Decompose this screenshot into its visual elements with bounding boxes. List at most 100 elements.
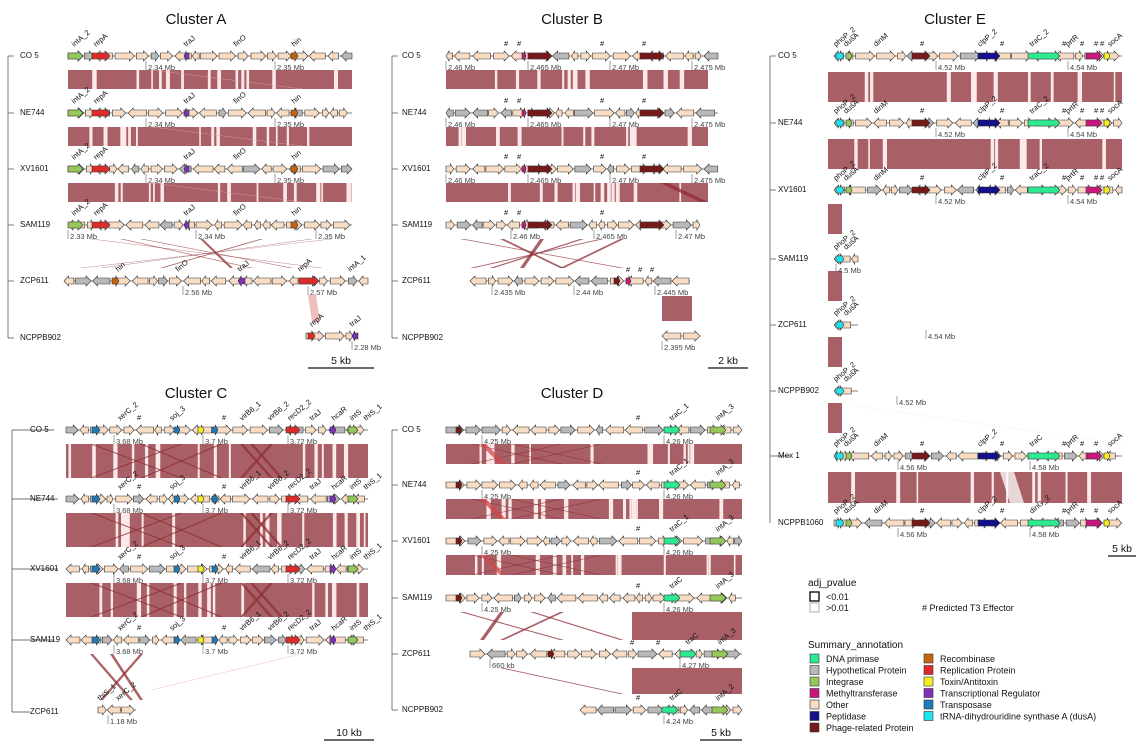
band-gap (302, 513, 305, 547)
gene-label: traJ (308, 476, 324, 491)
t3e-marker: # (1000, 506, 1005, 515)
band-gap (508, 499, 512, 519)
gene-label: thiS_1 (96, 682, 118, 703)
band-gap (173, 583, 177, 617)
band-gap (562, 555, 567, 575)
gene-arrow (1103, 517, 1111, 529)
position-label: 2.46 Mb (448, 63, 475, 72)
gene-arrow (261, 163, 272, 175)
band-gap (172, 513, 176, 547)
position-label: 2.47 Mb (612, 176, 639, 185)
strain-label: ZCP611 (402, 649, 431, 658)
gene-arrow (527, 50, 553, 62)
gene-arrow (526, 535, 543, 547)
gene-arrow (276, 107, 290, 119)
gene-arrow (1085, 117, 1103, 129)
band-gap (515, 70, 520, 89)
gene-arrow (1027, 517, 1061, 529)
gene-arrow (711, 704, 729, 716)
gene-arrow (91, 493, 101, 505)
gene-arrow (977, 184, 1001, 196)
t3e-marker: # (222, 623, 227, 632)
band-gap (585, 70, 590, 89)
gene-arrow (1103, 184, 1111, 196)
t3e-marker: # (920, 173, 925, 182)
gene-arrow (959, 50, 981, 62)
gene-arrow (223, 219, 243, 231)
gene-arrow (159, 493, 168, 505)
t3e-marker: # (517, 152, 522, 161)
band-gap (689, 127, 692, 146)
gene-label: repA (296, 256, 314, 273)
gene-arrow (290, 106, 299, 120)
gene-arrow (644, 274, 653, 288)
gene-arrow (645, 479, 660, 491)
gene-arrow (91, 50, 111, 62)
gene-arrow (79, 424, 89, 436)
gene-arrow (647, 704, 664, 716)
gene-arrow (679, 704, 688, 716)
gene-arrow (709, 479, 727, 491)
gene-arrow (683, 330, 701, 342)
band-gap (481, 555, 484, 575)
inversion-link (140, 513, 223, 547)
band-gap (572, 183, 576, 202)
gene-label: repA (92, 31, 110, 48)
band-gap (633, 183, 638, 202)
gene-arrow (663, 592, 681, 604)
band-gap (552, 555, 557, 575)
gene-arrow (596, 704, 614, 716)
gene-arrow (677, 592, 695, 604)
t3e-marker: # (222, 552, 227, 561)
band-gap (687, 444, 690, 464)
inversion-link (510, 555, 603, 575)
gene-arrow (676, 424, 690, 436)
similarity-band (66, 513, 368, 547)
t3e-marker: # (504, 96, 509, 105)
inversion-link (470, 444, 563, 464)
inversion-link (150, 127, 304, 146)
gene-arrow (1085, 50, 1103, 62)
gene-arrow (692, 218, 701, 232)
band-gap (275, 127, 278, 146)
gene-arrow (197, 634, 205, 646)
gene-arrow (67, 50, 84, 62)
t3e-marker: # (1080, 106, 1085, 115)
gene-arrow (709, 592, 727, 604)
gene-arrow (595, 423, 604, 437)
gene-label: traJ (308, 546, 324, 561)
gene-arrow (845, 117, 853, 129)
band-gap (663, 70, 668, 89)
gene-arrow (547, 591, 556, 605)
legend-swatch (923, 688, 934, 698)
band-gap (138, 583, 140, 617)
gene-label: hcaR (330, 404, 350, 423)
gene-arrow (855, 117, 873, 129)
gene-arrow (977, 117, 1001, 129)
gene-arrow (308, 50, 326, 62)
inversion-link (150, 70, 304, 89)
gene-arrow (455, 479, 463, 491)
band-gap (629, 127, 634, 146)
t3e-marker: # (137, 413, 142, 422)
gene-arrow (639, 107, 665, 119)
gene-label: thiS_1 (362, 402, 384, 423)
gene-label: traJ (182, 90, 198, 105)
t3e-marker: # (1100, 106, 1105, 115)
gene-arrow (564, 107, 574, 119)
gene-arrow (1065, 517, 1080, 529)
gene-arrow (183, 50, 190, 62)
band-gap (207, 583, 211, 617)
position-label: 2.34 Mb (148, 63, 175, 72)
t3e-marker: # (1080, 173, 1085, 182)
gene-arrow (944, 184, 957, 196)
legend-swatch (923, 665, 934, 675)
band-gap (529, 444, 532, 464)
gene-arrow (158, 275, 169, 287)
position-label: 4.26 Mb (666, 492, 693, 501)
gene-arrow (845, 517, 853, 529)
gene-arrow (663, 424, 681, 436)
band-gap (479, 444, 482, 464)
gene-arrow (639, 50, 665, 62)
